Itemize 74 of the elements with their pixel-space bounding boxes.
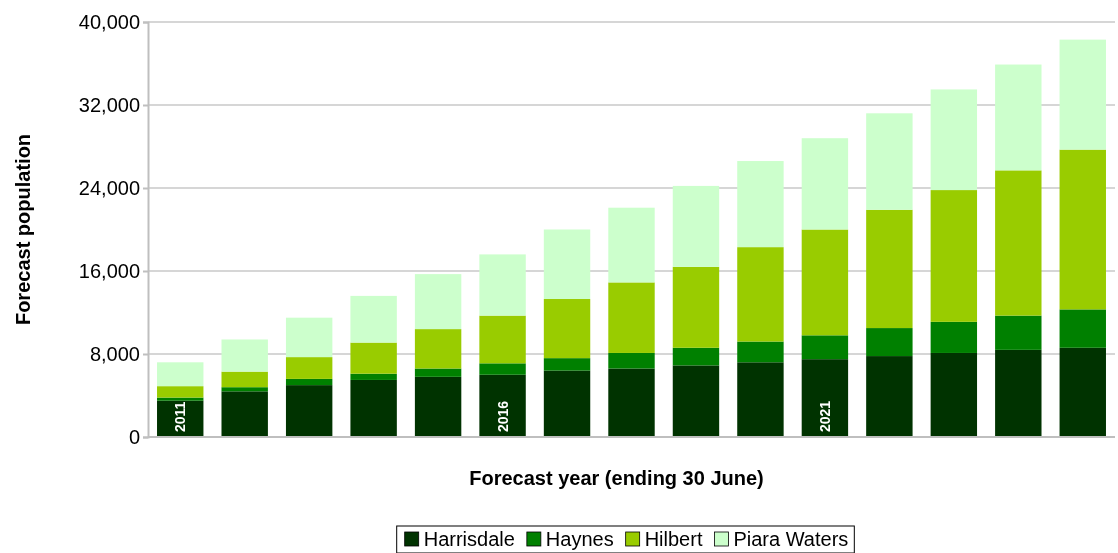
bar [801,359,849,437]
bar [285,357,333,379]
bar [930,321,978,353]
legend-label: Hilbert [644,528,703,550]
bar [479,374,526,437]
bar [157,362,204,387]
bar [221,371,268,388]
x-tick-label: 2016 [494,400,511,432]
bar [737,341,784,363]
legend-label: Piara Waters [733,528,849,550]
bar [995,64,1042,171]
y-tick-label: 40,000 [78,10,140,33]
bar [543,370,591,437]
bar [221,391,268,437]
bar [414,274,462,330]
bar [866,328,913,357]
bar [608,352,655,369]
x-tick-label: 2011 [172,401,189,432]
bar [801,229,849,336]
bar [414,376,462,437]
bar [995,170,1042,316]
bar [930,89,978,191]
bar [801,138,849,230]
bar [543,229,591,300]
y-tick-label: 32,000 [78,93,140,116]
bar [930,190,978,322]
bar [1059,39,1106,150]
bar [608,282,655,353]
bar [414,329,462,369]
x-tick-label: 2021 [816,400,833,432]
bar [1059,149,1106,310]
y-tick-label: 16,000 [78,259,140,282]
bar [414,368,462,377]
bar [1059,309,1106,348]
bar [672,347,720,366]
bar [866,356,913,437]
bar [157,386,204,398]
bar [221,387,268,392]
bar [543,299,591,359]
bar [285,378,333,386]
bar [995,349,1042,437]
bar [737,362,784,437]
bar [157,397,204,401]
bar [350,295,397,343]
bar [930,352,978,437]
bar [801,335,849,360]
y-axis-title: Forecast population [12,133,34,326]
bar [672,365,720,437]
bar [479,315,526,364]
bar [350,379,397,437]
bar [672,185,720,267]
bar [479,254,526,316]
bar [995,315,1042,350]
bar [350,373,397,380]
x-axis-title: Forecast year (ending 30 June) [469,467,764,489]
bar [543,358,591,371]
bar [350,342,397,374]
bar [672,266,720,348]
bar [866,209,913,329]
legend-label: Haynes [545,528,614,550]
bar [608,207,655,283]
y-tick-label: 0 [128,425,140,448]
bar [737,161,784,248]
bar [737,247,784,342]
bar [1059,347,1106,437]
bar [479,363,526,375]
y-tick-label: 8,000 [89,342,140,365]
bar [866,113,913,210]
bar [285,317,333,358]
bar [221,339,268,372]
bar [285,385,333,437]
bar [608,368,655,437]
y-tick-label: 24,000 [78,176,140,199]
legend-label: Harrisdale [423,528,515,550]
